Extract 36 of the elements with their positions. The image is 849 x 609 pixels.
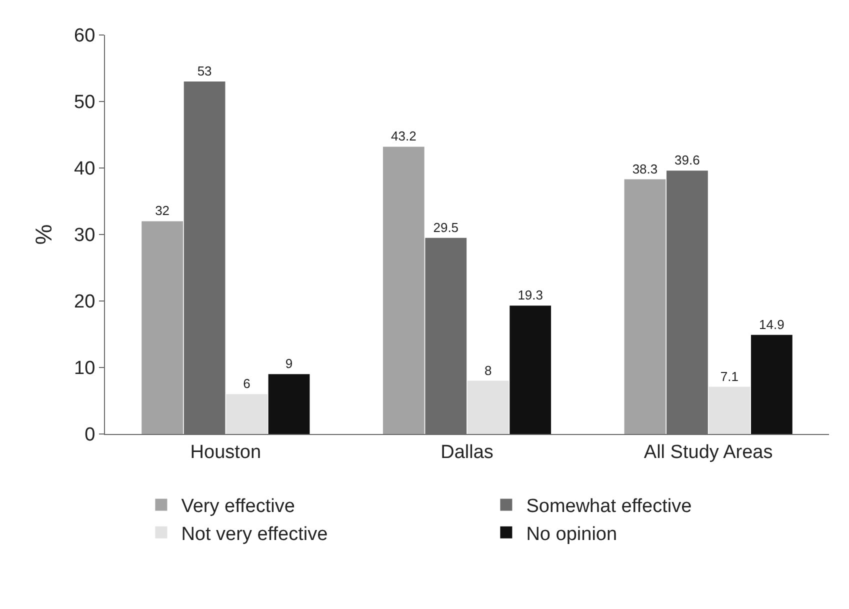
data-label: 6 [243,376,250,392]
bar [624,179,666,434]
bar [467,380,509,434]
legend-label: No opinion [526,524,618,545]
y-tick-label: 60 [74,26,96,47]
y-tick-label: 20 [74,292,96,313]
y-tick-label: 0 [84,424,96,446]
data-label: 19.3 [518,288,544,303]
y-tick-label: 50 [74,92,96,114]
bar [708,386,750,434]
data-label: 14.9 [759,316,784,332]
x-tick-label: Houston [190,442,262,463]
legend-label: Not very effective [181,524,328,545]
legend-label: Very effective [181,496,295,518]
bar [142,221,184,434]
bar [382,146,424,434]
data-label: 29.5 [433,220,459,235]
data-label: 39.6 [674,152,700,168]
data-label: 43.2 [390,128,416,144]
y-axis-title: % [30,224,57,245]
x-tick-label: All Study Areas [644,442,773,463]
y-tick-label: 30 [74,225,96,246]
bar [268,374,310,434]
bar [510,306,552,434]
y-tick-label: 10 [74,358,96,380]
data-label: 32 [155,203,170,218]
data-label: 7.1 [720,368,738,384]
legend-label: Somewhat effective [526,496,692,518]
data-label: 8 [484,362,492,378]
data-label: 53 [197,64,212,79]
x-tick-label: Dallas [440,442,494,463]
data-label: 9 [285,356,293,372]
data-label: 38.3 [632,161,658,176]
y-tick-label: 40 [74,158,96,180]
bar [226,394,268,434]
bar [750,334,792,434]
